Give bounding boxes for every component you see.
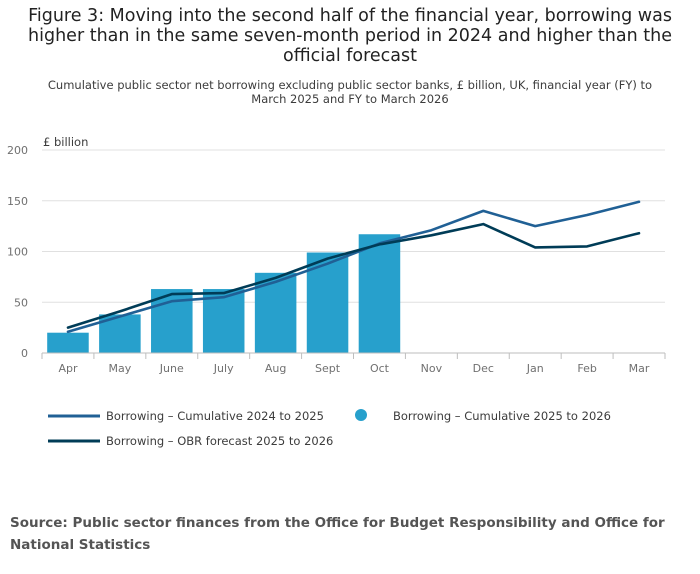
bar-apr bbox=[47, 332, 89, 353]
legend-label-3: Borrowing – OBR forecast 2025 to 2026 bbox=[106, 434, 333, 448]
legend-label-2: Borrowing – Cumulative 2025 to 2026 bbox=[393, 409, 611, 423]
borrowing-chart: 0 50 100 150 200 £ billion Apr May June July Aug Se… bbox=[7, 135, 666, 448]
x-tick-label-apr: Apr bbox=[58, 362, 78, 375]
source-note: Source: Public sector finances from the … bbox=[10, 515, 665, 553]
x-tick-label-july: July bbox=[213, 362, 234, 375]
bar-oct bbox=[358, 234, 401, 353]
series-line-1 bbox=[66, 200, 641, 333]
y-tick-label-100: 100 bbox=[7, 246, 28, 259]
y-tick-label-150: 150 bbox=[7, 195, 28, 208]
x-tick-label-june: June bbox=[159, 362, 184, 375]
legend-dot-icon bbox=[355, 409, 367, 421]
y-tick-label-0: 0 bbox=[21, 347, 28, 360]
x-tick-label-feb: Feb bbox=[577, 362, 596, 375]
bar-july bbox=[202, 289, 245, 353]
x-tick-label-mar: Mar bbox=[629, 362, 650, 375]
x-tick-label-dec: Dec bbox=[473, 362, 494, 375]
x-tick-label-sept: Sept bbox=[315, 362, 341, 375]
y-tick-label-50: 50 bbox=[14, 296, 28, 309]
x-tick-label-may: May bbox=[109, 362, 132, 375]
x-tick-label-oct: Oct bbox=[370, 362, 390, 375]
legend-label-1: Borrowing – Cumulative 2024 to 2025 bbox=[106, 409, 324, 423]
chart-subtitle: Cumulative public sector net borrowing e… bbox=[47, 78, 653, 106]
x-tick-label-nov: Nov bbox=[421, 362, 443, 375]
x-tick-label-jan: Jan bbox=[526, 362, 544, 375]
series-line-2 bbox=[66, 222, 641, 329]
y-tick-label-200: 200 bbox=[7, 144, 28, 157]
chart-title: Figure 3: Moving into the second half of… bbox=[28, 6, 672, 66]
y-axis-title: £ billion bbox=[43, 135, 88, 149]
x-tick-label-aug: Aug bbox=[265, 362, 286, 375]
